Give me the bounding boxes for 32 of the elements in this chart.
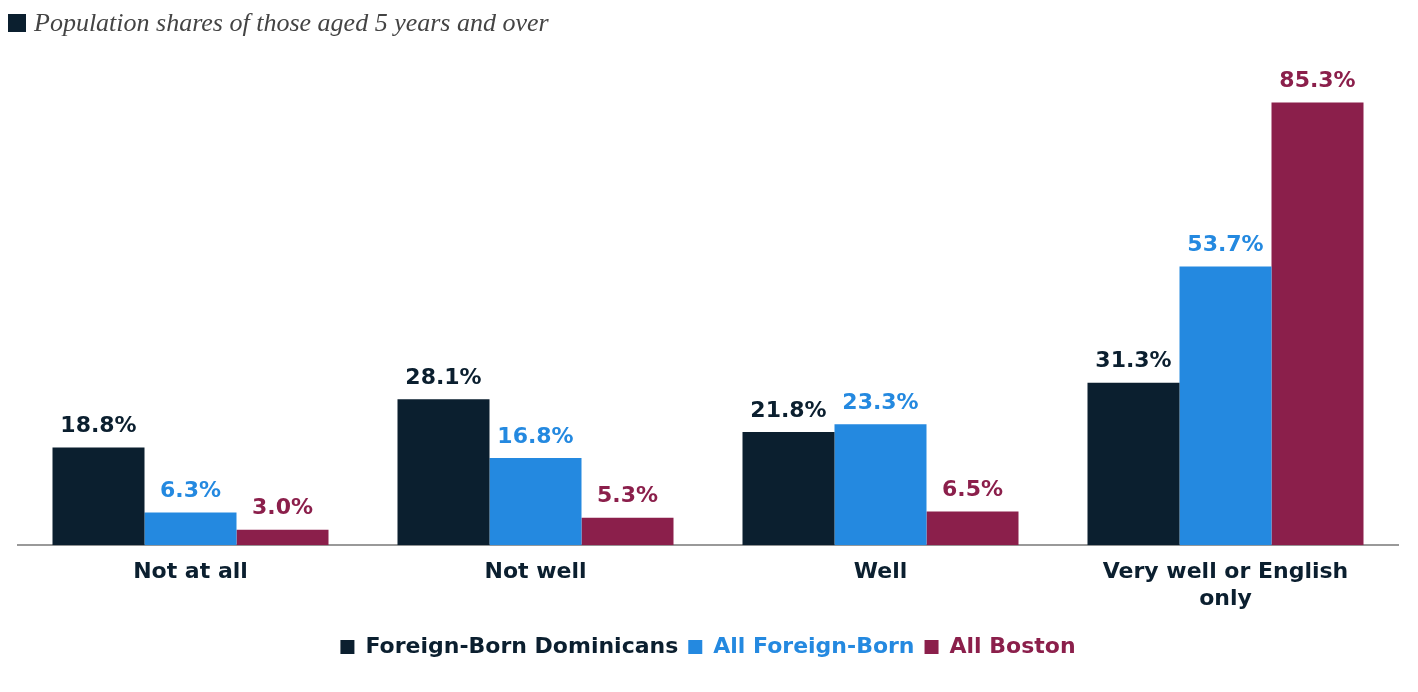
bar <box>742 432 835 546</box>
data-label: 21.8% <box>750 396 827 422</box>
data-label: 16.8% <box>497 422 574 448</box>
x-tick-label: Not well <box>484 558 587 584</box>
data-label: 85.3% <box>1279 67 1356 93</box>
chart-subtitle: Population shares of those aged 5 years and over <box>34 8 549 38</box>
bar <box>489 457 582 546</box>
bar <box>1179 266 1272 546</box>
x-tick-label: Well <box>853 558 908 584</box>
data-label: 6.3% <box>159 477 222 503</box>
bar <box>581 517 674 546</box>
data-label: 31.3% <box>1095 347 1172 373</box>
data-label: 23.3% <box>842 388 919 414</box>
x-tick-label: Very well or English only <box>1102 558 1349 610</box>
data-label: 53.7% <box>1187 231 1264 257</box>
data-label: 3.0% <box>251 494 314 520</box>
data-label: 28.1% <box>405 364 482 390</box>
legend-label: Foreign-Born Dominicans <box>365 632 679 658</box>
data-label: 6.5% <box>941 476 1004 502</box>
x-tick-label: Not at all <box>133 558 248 584</box>
bar <box>1087 382 1180 546</box>
bar <box>834 424 927 546</box>
legend-label: All Boston <box>949 632 1076 658</box>
bar <box>1271 102 1364 546</box>
bar <box>144 512 237 546</box>
bar <box>397 399 490 546</box>
data-label: 5.3% <box>596 482 659 508</box>
data-label: 18.8% <box>60 412 137 438</box>
legend-label: All Foreign-Born <box>713 632 915 658</box>
bar <box>52 447 145 546</box>
bar <box>926 511 1019 546</box>
bar <box>236 529 329 546</box>
